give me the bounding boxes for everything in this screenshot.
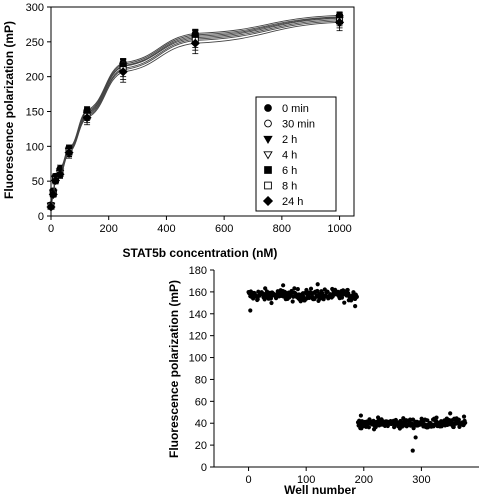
well-scatter-x-axis-title: Well number: [284, 483, 356, 497]
well-point-outlier: [281, 283, 286, 288]
x-tick-label: 0: [48, 223, 54, 235]
x-tick-label: 300: [412, 474, 430, 486]
legend-marker: [264, 166, 272, 174]
well-point: [463, 420, 468, 425]
data-point: [335, 17, 345, 27]
well-point-outlier: [248, 308, 253, 313]
y-tick-label: 180: [189, 265, 207, 277]
legend-label: 2 h: [282, 134, 297, 146]
well-point: [342, 300, 347, 305]
y-tick-label: 0: [201, 462, 207, 474]
legend-label: 8 h: [282, 181, 297, 193]
y-tick-label: 50: [32, 176, 44, 188]
legend-label: 6 h: [282, 165, 297, 177]
data-point: [64, 148, 74, 158]
well-point: [295, 287, 300, 292]
y-tick-label: 120: [189, 331, 207, 343]
x-tick-label: 0: [246, 474, 252, 486]
well-point: [269, 300, 274, 306]
legend-marker: [263, 151, 273, 160]
y-tick-label: 250: [26, 37, 44, 49]
well-group-2: [355, 411, 468, 453]
well-point-outlier: [315, 282, 320, 287]
well-point: [325, 289, 330, 294]
x-tick-label: 400: [157, 223, 175, 235]
y-tick-label: 60: [195, 396, 207, 408]
binding-curve-marks: [46, 11, 345, 212]
binding-curve-x-axis-title: STAT5b concentration (nM): [123, 246, 278, 260]
x-tick-label: 200: [100, 223, 118, 235]
well-scatter-chart: 0 20 40 60 80 100 120 140 160 180 0 100 200 300 Well …: [167, 265, 479, 497]
well-group-1: [246, 282, 359, 313]
y-tick-label: 40: [195, 418, 207, 430]
legend-label: 4 h: [282, 150, 297, 162]
well-point: [308, 286, 314, 291]
well-point: [434, 415, 439, 420]
x-tick-label: 600: [215, 223, 233, 235]
y-tick-label: 0: [38, 211, 44, 223]
y-tick-label: 20: [195, 440, 207, 452]
well-point: [283, 290, 288, 295]
well-scatter-marks: [246, 282, 468, 453]
series-24-h: [46, 13, 345, 212]
y-tick-label: 100: [26, 141, 44, 153]
x-tick-label: 200: [355, 474, 373, 486]
well-point: [290, 299, 295, 304]
well-point: [255, 297, 260, 302]
well-point: [292, 286, 297, 291]
well-point-outlier: [413, 435, 418, 440]
well-point-outlier: [461, 414, 467, 419]
y-tick-label: 200: [26, 72, 44, 84]
legend-marker: [264, 181, 272, 190]
x-tick-label: 1000: [327, 223, 351, 235]
binding-curve-y-axis-title: Fluorescence polarization (mP): [2, 21, 16, 199]
well-point: [354, 294, 359, 299]
legend-marker: [264, 119, 272, 128]
well-point-outlier: [448, 411, 453, 416]
well-point: [366, 425, 372, 430]
data-point: [118, 67, 128, 77]
y-tick-label: 100: [189, 353, 207, 365]
y-tick-label: 300: [26, 2, 44, 14]
well-point: [425, 418, 430, 423]
data-point: [190, 38, 200, 48]
legend-marker: [263, 135, 273, 144]
well-point: [345, 287, 350, 293]
well-point: [304, 287, 309, 293]
data-point: [82, 113, 92, 123]
binding-curve-chart: 0 50 100 150 200 250 300 0 200 400 600 800 1000 STAT…: [2, 2, 355, 260]
y-tick-label: 140: [189, 309, 207, 321]
legend-marker: [262, 195, 274, 207]
well-point: [456, 417, 461, 422]
legend-label: 24 h: [282, 196, 303, 208]
data-point: [50, 175, 61, 186]
x-tick-label: 800: [273, 223, 291, 235]
y-tick-label: 80: [195, 374, 207, 386]
well-point-outlier: [410, 448, 415, 453]
y-tick-label: 150: [26, 107, 44, 119]
y-tick-label: 160: [189, 287, 207, 299]
well-point: [451, 424, 456, 430]
legend-marker: [264, 104, 272, 112]
well-point: [316, 292, 322, 297]
well-point: [315, 288, 320, 294]
well-scatter-axes: 0 20 40 60 80 100 120 140 160 180 0 100 200 300: [189, 265, 479, 486]
well-point-outlier: [358, 413, 364, 418]
well-point-outlier: [353, 304, 358, 309]
data-point: [55, 169, 65, 179]
binding-curve-axes: 0 50 100 150 200 250 300 0 200 400 600 800 1000: [26, 2, 352, 235]
legend-label: 0 min: [282, 103, 309, 115]
well-scatter-y-axis-title: Fluorescence polarization (mP): [167, 280, 181, 458]
legend-label: 30 min: [282, 119, 315, 131]
binding-curve-legend: 0 min 30 min 2 h 4 h 6 h 8 h 24 h: [255, 96, 337, 212]
x-tick-label: 100: [297, 474, 315, 486]
